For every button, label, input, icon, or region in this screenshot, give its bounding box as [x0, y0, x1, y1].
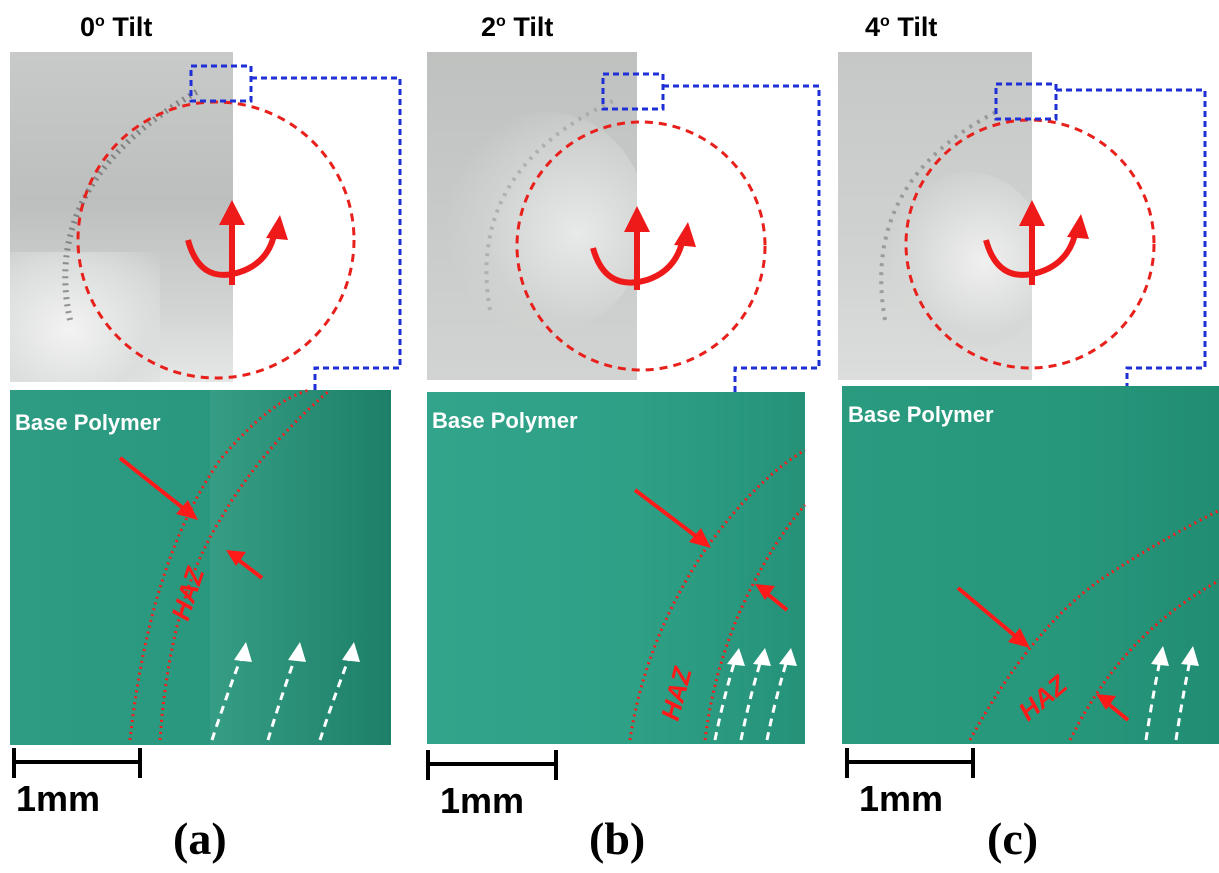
overlay-b	[484, 72, 821, 392]
haz-arrow-1-c	[956, 586, 1022, 642]
scale-bar-c	[845, 748, 975, 778]
haz-boundary-outer-b	[628, 448, 806, 741]
haz-overlay-c: HAZ	[845, 508, 1219, 778]
haz-arrow-2-a	[234, 556, 264, 580]
tool-circle-c	[904, 118, 1156, 370]
zoom-connector-b	[663, 84, 821, 392]
tool-circle-b	[515, 120, 767, 372]
tilt-title-c: 4o Tilt	[865, 12, 938, 42]
spatter-arc-a	[62, 87, 202, 321]
zoom-connector-c	[1056, 88, 1207, 396]
base-polymer-label-b: Base Polymer	[432, 408, 578, 433]
overlay-c	[879, 82, 1207, 396]
arrow-curve-head-b	[674, 222, 696, 247]
panel-c: 4o Tilt Base Polymer HAZ	[830, 0, 1219, 873]
spatter-arc-b	[484, 98, 616, 311]
scale-bar-a	[12, 748, 142, 778]
panel-label-b: (b)	[589, 813, 646, 864]
zoom-box-a	[189, 64, 253, 103]
panel-b: 2o Tilt Base Polymer HAZ	[415, 0, 821, 873]
haz-overlay-b: HAZ	[426, 448, 807, 780]
zoom-connector-a	[251, 76, 402, 390]
haz-arrow-2-c	[1104, 700, 1130, 722]
flow-arrows-a	[210, 654, 352, 741]
zoom-box-c	[994, 82, 1058, 121]
weld-surface-photo-b	[427, 52, 637, 380]
tilt-title-b: 2o Tilt	[481, 12, 554, 42]
micrograph-a	[10, 390, 391, 745]
zoom-box-b	[601, 72, 665, 111]
base-polymer-label-a: Base Polymer	[15, 410, 161, 435]
arrow-up-head-b	[624, 206, 650, 232]
haz-label-b: HAZ	[655, 663, 698, 723]
haz-boundary-inner-b	[703, 504, 807, 741]
scale-label-a: 1mm	[16, 778, 101, 819]
weld-surface-photo-a	[10, 52, 233, 382]
haz-boundary-outer-a	[128, 388, 311, 741]
haz-arrow-1-a	[118, 456, 190, 514]
arrow-curve-head-a	[266, 215, 288, 240]
arrow-curve-head-c	[1067, 214, 1089, 239]
scale-bar-b	[426, 750, 558, 780]
tilt-title-a: 0o Tilt	[80, 12, 153, 42]
panel-a: 0o Tilt Base Polymer HAZ	[0, 0, 406, 873]
panel-label-c: (c)	[987, 813, 1039, 864]
scale-label-b: 1mm	[440, 780, 525, 821]
arrow-up-head-a	[219, 200, 245, 225]
panel-label-a: (a)	[173, 813, 227, 864]
base-polymer-label-c: Base Polymer	[848, 402, 994, 427]
flow-arrows-c	[1144, 659, 1192, 741]
scale-label-c: 1mm	[859, 778, 944, 819]
overlay-a	[62, 64, 402, 390]
haz-boundary-inner-c	[1068, 578, 1219, 741]
arrow-up-head-c	[1019, 200, 1045, 226]
haz-label-c: HAZ	[1013, 669, 1074, 727]
haz-arrow-1-b	[633, 488, 703, 542]
rotation-arrow-icon-c	[983, 216, 1079, 285]
rotation-arrow-icon-b	[590, 222, 686, 290]
haz-label-a: HAZ	[165, 563, 210, 624]
spatter-arc-c	[879, 108, 1001, 321]
flow-arrows-b	[713, 659, 789, 741]
rotation-arrow-icon-a	[185, 215, 278, 285]
haz-overlay-a: HAZ	[12, 388, 360, 778]
haz-arrow-2-b	[763, 590, 789, 612]
micrograph-b	[427, 392, 805, 744]
